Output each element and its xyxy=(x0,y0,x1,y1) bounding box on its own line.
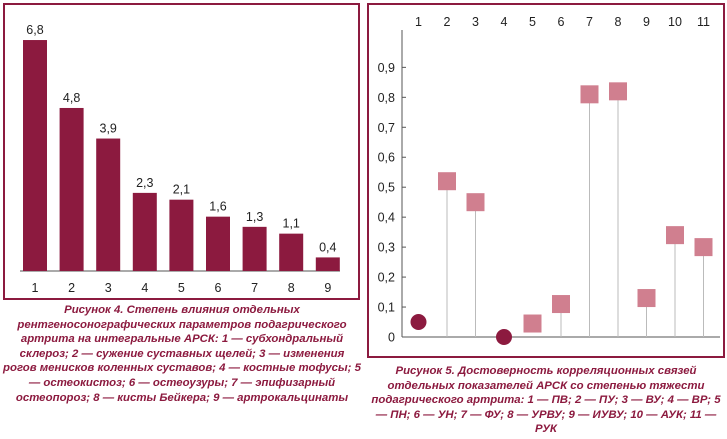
y-tick-label: 0,8 xyxy=(378,91,395,105)
data-label: 2,3 xyxy=(136,176,153,190)
x-tick-label: 1 xyxy=(415,15,422,29)
data-label: 2,1 xyxy=(173,183,190,197)
data-label: 4,8 xyxy=(63,91,80,105)
x-tick-label: 5 xyxy=(178,281,185,295)
x-tick-label: 9 xyxy=(643,15,650,29)
y-tick-label: 0,1 xyxy=(378,301,395,315)
x-tick-label: 6 xyxy=(558,15,565,29)
y-tick-label: 0,9 xyxy=(378,61,395,75)
bar xyxy=(96,138,121,271)
data-point xyxy=(637,289,656,308)
data-point xyxy=(552,295,570,314)
x-tick-label: 6 xyxy=(215,281,222,295)
y-tick-label: 0,4 xyxy=(378,211,395,225)
x-tick-label: 2 xyxy=(68,281,75,295)
data-label: 1,1 xyxy=(283,217,300,231)
bar xyxy=(242,226,267,271)
x-tick-label: 3 xyxy=(472,15,479,29)
x-tick-label: 7 xyxy=(251,281,258,295)
data-point xyxy=(666,226,684,245)
data-point xyxy=(609,82,627,101)
x-tick-label: 8 xyxy=(615,15,622,29)
y-tick-label: 0,7 xyxy=(378,121,395,135)
bar xyxy=(279,233,304,271)
y-tick-label: 0,3 xyxy=(378,241,395,255)
figure-5-caption: Рисунок 5. Достоверность корреляционных … xyxy=(371,365,721,436)
data-label: 6,8 xyxy=(26,23,43,37)
x-tick-label: 5 xyxy=(529,15,536,29)
x-tick-label: 4 xyxy=(501,15,508,29)
x-tick-label: 3 xyxy=(105,281,112,295)
bar xyxy=(206,216,230,271)
x-tick-label: 2 xyxy=(444,15,451,29)
data-label: 3,9 xyxy=(100,122,117,136)
figure-5-frame xyxy=(367,3,725,358)
data-point xyxy=(466,193,485,212)
y-tick-label: 0,5 xyxy=(378,181,395,195)
data-point xyxy=(523,314,542,333)
bar xyxy=(132,192,157,271)
y-tick-label: 0 xyxy=(388,331,395,345)
y-tick-label: 0,6 xyxy=(378,151,395,165)
bar xyxy=(23,40,47,271)
bar xyxy=(315,257,340,271)
figure-4-caption: Рисунок 4. Степень влияния отдельных рен… xyxy=(3,304,361,404)
data-label: 1,6 xyxy=(209,200,226,214)
bar xyxy=(59,107,84,272)
y-tick-label: 0,2 xyxy=(378,271,395,285)
x-tick-label: 10 xyxy=(668,15,682,29)
x-tick-label: 8 xyxy=(288,281,295,295)
x-tick-label: 7 xyxy=(586,15,593,29)
data-point xyxy=(580,85,599,104)
data-label: 0,4 xyxy=(319,240,336,254)
bar xyxy=(169,199,194,271)
data-point xyxy=(694,238,713,257)
x-tick-label: 4 xyxy=(141,281,148,295)
data-point xyxy=(410,314,427,331)
data-point xyxy=(496,329,512,345)
x-tick-label: 9 xyxy=(324,281,331,295)
data-point xyxy=(438,172,456,191)
x-tick-label: 11 xyxy=(697,15,710,29)
x-tick-label: 1 xyxy=(32,281,39,295)
data-label: 1,3 xyxy=(246,210,263,224)
